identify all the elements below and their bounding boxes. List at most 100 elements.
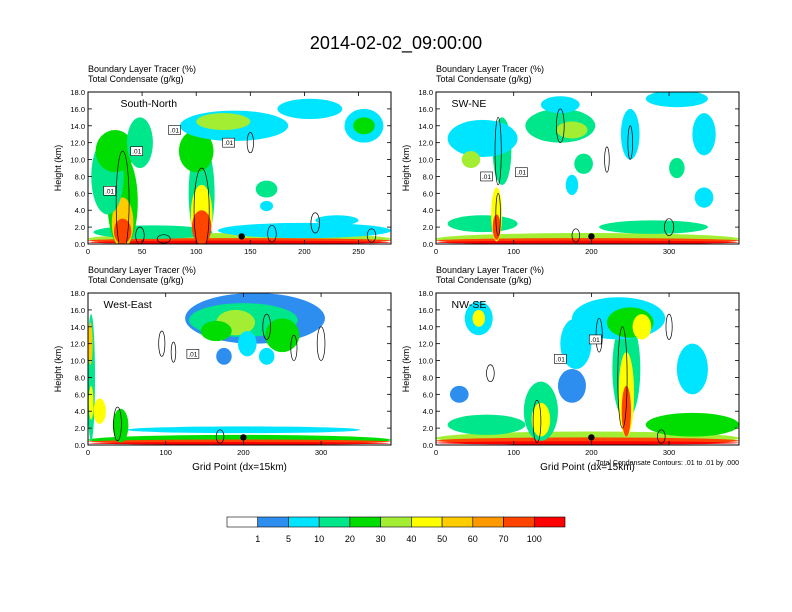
shaded-region — [315, 215, 359, 226]
shaded-region — [645, 92, 708, 108]
y-tick-label: 2.0 — [423, 223, 433, 232]
contour-label-box — [588, 334, 602, 345]
contour-label-text: .01 — [132, 149, 141, 156]
panel-label: South-North — [120, 98, 177, 110]
contour-label-box — [168, 125, 181, 135]
x-tick-label: 100 — [159, 448, 172, 457]
contour-label: .01 — [103, 186, 116, 196]
contour-label-text: .01 — [556, 356, 565, 363]
y-axis-label: Height (km) — [53, 346, 63, 393]
shaded-region — [126, 426, 360, 434]
y-tick-label: 2.0 — [423, 424, 433, 433]
shaded-region — [88, 385, 94, 420]
colorbar-label: 70 — [499, 534, 509, 544]
shaded-region — [436, 240, 739, 244]
x-tick-label: 150 — [244, 247, 257, 256]
contour-label-text: .01 — [517, 170, 526, 177]
shaded-region — [255, 180, 278, 198]
shaded-region — [557, 369, 586, 403]
contour-label: .01 — [588, 334, 602, 345]
condensate-contour — [262, 313, 271, 340]
colorbar-label: 40 — [406, 534, 416, 544]
condensate-contour — [665, 313, 673, 340]
contour-label: .01 — [222, 137, 235, 148]
y-tick-label: 14.0 — [70, 323, 85, 332]
contour-label: .01 — [515, 167, 528, 178]
shaded-region — [217, 222, 391, 239]
y-tick-label: 14.0 — [418, 122, 433, 131]
y-tick-label: 10.0 — [418, 156, 433, 165]
y-axis-label: Height (km) — [401, 145, 411, 192]
shaded-region — [560, 318, 592, 369]
y-tick-label: 18.0 — [418, 289, 433, 298]
shaded-region — [353, 117, 375, 135]
y-tick-label: 16.0 — [70, 306, 85, 315]
x-tick-label: 100 — [507, 247, 520, 256]
y-tick-label: 10.0 — [418, 357, 433, 366]
y-tick-label: 8.0 — [75, 172, 85, 181]
condensate-contour — [170, 341, 177, 363]
y-tick-label: 12.0 — [70, 139, 85, 148]
plot-area: .01 — [88, 293, 391, 445]
y-tick-label: 0.0 — [423, 441, 433, 450]
contour-label: .01 — [186, 348, 200, 359]
x-tick-label: 0 — [434, 247, 438, 256]
x-tick-label: 200 — [298, 247, 311, 256]
y-tick-label: 18.0 — [70, 88, 85, 97]
condensate-contour — [316, 326, 326, 361]
y-tick-label: 16.0 — [418, 306, 433, 315]
shaded-region — [447, 119, 518, 158]
contour-note: Total Condensate Contours: .01 to .01 by… — [596, 460, 739, 467]
shaded-region — [620, 108, 640, 160]
colorbar-swatch — [318, 516, 351, 528]
panel-label: NW-SE — [452, 299, 487, 311]
plot-frame — [435, 292, 740, 446]
page-title: 2014-02-02_09:00:00 — [309, 33, 483, 53]
shaded-region — [447, 414, 526, 435]
y-tick-label: 0.0 — [75, 240, 85, 249]
shaded-region — [126, 117, 153, 168]
contour-label-text: .01 — [105, 188, 114, 195]
condensate-contour — [494, 116, 502, 186]
y-tick-label: 12.0 — [418, 340, 433, 349]
condensate-contour — [290, 334, 298, 361]
colorbar-label: 30 — [376, 534, 386, 544]
y-tick-label: 2.0 — [75, 223, 85, 232]
contour-label-text: .01 — [188, 351, 197, 358]
contour-label-box — [103, 186, 116, 196]
condensate-contour — [495, 192, 501, 236]
colorbar-swatch — [441, 516, 474, 528]
colorbar-label: 60 — [468, 534, 478, 544]
location-marker — [238, 233, 245, 240]
x-tick-label: 50 — [138, 247, 146, 256]
shaded-region — [216, 347, 232, 365]
condensate-contour — [246, 132, 254, 154]
colorbar-label: 5 — [286, 534, 291, 544]
shaded-region — [632, 314, 652, 340]
shaded-region — [676, 343, 708, 395]
y-tick-label: 18.0 — [418, 88, 433, 97]
condensate-contour — [135, 226, 145, 244]
colorbar-swatch — [472, 516, 504, 528]
y-tick-label: 4.0 — [75, 407, 85, 416]
contour-label-text: .01 — [224, 140, 233, 147]
colorbar-label: 100 — [527, 534, 542, 544]
condensate-contour — [115, 150, 130, 244]
shaded-region — [178, 130, 214, 173]
shaded-region — [196, 113, 251, 130]
colorbar-swatch — [349, 516, 381, 528]
y-tick-label: 6.0 — [423, 390, 433, 399]
condensate-contour — [267, 225, 277, 243]
contour-label-text: .01 — [591, 337, 600, 344]
shaded-region — [621, 385, 632, 437]
shaded-region — [447, 215, 518, 233]
shaded-region — [200, 320, 232, 342]
shaded-region — [237, 331, 257, 357]
y-tick-label: 14.0 — [418, 323, 433, 332]
y-tick-label: 16.0 — [70, 105, 85, 114]
colorbar-swatch — [257, 516, 289, 528]
y-axis-label: Height (km) — [53, 145, 63, 192]
y-tick-label: 6.0 — [75, 189, 85, 198]
contour-label-box — [554, 354, 567, 364]
